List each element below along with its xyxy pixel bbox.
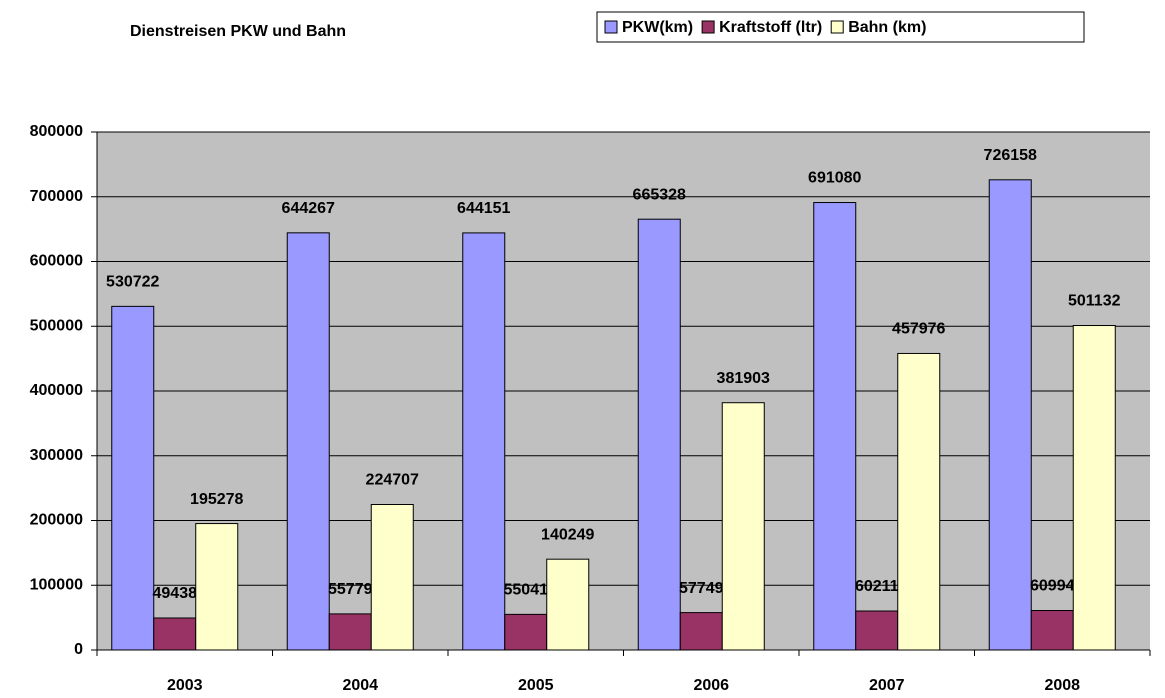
bar [328,613,372,651]
data-label: 726158 [984,147,1037,164]
bar [1072,325,1116,651]
bar [370,504,414,651]
bar [679,612,723,651]
data-label: 457976 [892,321,945,338]
legend-label: Bahn (km) [848,19,926,36]
data-label: 381903 [717,370,770,387]
y-tick-label: 400000 [30,382,83,399]
bar [462,232,506,651]
data-label: 55779 [328,581,373,598]
x-tick-label: 2004 [342,677,378,693]
data-label: 530722 [106,274,159,291]
y-tick-label: 200000 [30,512,83,529]
bar [1030,610,1074,651]
data-label: 60994 [1030,578,1075,595]
y-tick-label: 700000 [30,188,83,205]
y-tick-label: 500000 [30,317,83,334]
y-tick-label: 800000 [30,123,83,140]
bar [855,610,899,651]
chart-title: Dienstreisen PKW und Bahn [130,23,346,40]
y-tick-label: 0 [74,641,83,658]
data-label: 644267 [282,200,335,217]
y-tick-label: 600000 [30,253,83,270]
legend-swatch [604,20,618,34]
data-label: 644151 [457,200,510,217]
legend-label: Kraftstoff (ltr) [719,19,822,36]
y-tick-label: 300000 [30,447,83,464]
x-tick-label: 2008 [1044,677,1080,693]
data-label: 49438 [153,585,198,602]
data-label: 195278 [190,491,243,508]
bar [504,613,548,651]
data-label: 501132 [1068,293,1121,310]
legend-label: PKW(km) [622,19,693,36]
bar [195,523,239,651]
bar [153,617,197,651]
bar [637,218,681,651]
bar [721,402,765,651]
data-label: 691080 [808,170,861,187]
x-tick-label: 2006 [693,677,729,693]
data-label: 60211 [855,578,899,595]
bar [813,202,857,651]
data-label: 665328 [633,186,686,203]
bar [286,232,330,651]
data-label: 55041 [504,582,549,599]
x-tick-label: 2003 [167,677,203,693]
x-tick-label: 2005 [518,677,554,693]
data-label: 140249 [541,526,594,543]
bar [546,558,590,651]
bar [897,352,941,651]
legend-swatch [830,20,844,34]
legend-swatch [701,20,715,34]
bar [111,305,155,651]
y-tick-label: 100000 [30,576,83,593]
x-tick-label: 2007 [869,677,905,693]
data-label: 224707 [366,472,419,489]
data-label: 57749 [679,580,724,597]
bar [988,179,1032,651]
